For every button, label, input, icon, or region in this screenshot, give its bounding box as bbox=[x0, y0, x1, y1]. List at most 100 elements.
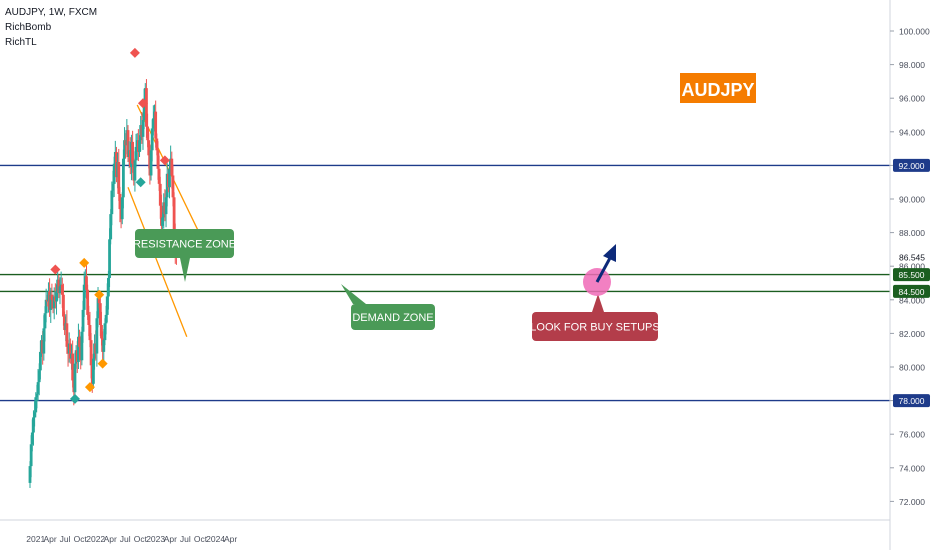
candle-body bbox=[30, 432, 34, 445]
candle bbox=[65, 310, 69, 354]
candle-body bbox=[55, 291, 58, 302]
candle-body bbox=[50, 294, 54, 300]
candle-body bbox=[104, 314, 108, 324]
candle-body bbox=[147, 140, 151, 156]
candle-body bbox=[145, 88, 148, 127]
candle-body bbox=[102, 340, 106, 352]
signal-marker-4 bbox=[84, 382, 95, 393]
candle bbox=[120, 192, 124, 225]
candle-body bbox=[154, 111, 158, 139]
candle-body bbox=[68, 343, 72, 359]
signal-marker-1 bbox=[50, 264, 61, 275]
audjpy-badge-box bbox=[680, 73, 756, 103]
audjpy-badge: AUDJPY bbox=[680, 73, 756, 103]
candle-body bbox=[151, 118, 155, 129]
candle bbox=[58, 277, 62, 305]
candle-body bbox=[109, 214, 113, 240]
signal-marker-3 bbox=[79, 257, 90, 268]
signal-marker-8 bbox=[135, 177, 146, 188]
level-price-label: 92.000 bbox=[899, 161, 925, 171]
candle bbox=[149, 145, 153, 181]
y-tick-label: 96.000 bbox=[899, 94, 925, 104]
candle-body bbox=[121, 158, 125, 198]
candle-body bbox=[160, 205, 163, 226]
x-tick-label: Apr bbox=[104, 534, 117, 544]
resistance-zone-callout-box bbox=[135, 229, 234, 258]
demand-zone-callout-box bbox=[351, 304, 435, 330]
candle-body bbox=[38, 351, 42, 371]
candle-body bbox=[43, 313, 47, 329]
candle-body bbox=[157, 168, 161, 184]
audjpy-badge-label: AUDJPY bbox=[681, 80, 754, 100]
buy-setups-callout: LOOK FOR BUY SETUPS bbox=[530, 294, 660, 341]
candle bbox=[44, 288, 48, 323]
buy-setups-callout-box bbox=[532, 312, 658, 341]
candle-body bbox=[49, 294, 53, 310]
x-tick-label: Jul bbox=[180, 534, 191, 544]
candle-body bbox=[87, 314, 91, 325]
level-price-bg bbox=[893, 284, 930, 298]
candle-body bbox=[156, 150, 160, 169]
candle-body bbox=[73, 363, 77, 393]
signal-marker-7 bbox=[129, 47, 140, 58]
x-tick-label: Jul bbox=[60, 534, 71, 544]
signal-marker-9 bbox=[137, 98, 148, 109]
signal-marker-11 bbox=[159, 155, 170, 166]
candle-body bbox=[58, 286, 62, 294]
candle-body bbox=[112, 163, 116, 184]
candle-body bbox=[82, 284, 86, 310]
y-tick-label: 94.000 bbox=[899, 127, 925, 137]
candle bbox=[95, 311, 99, 367]
x-tick-label: Jul bbox=[120, 534, 131, 544]
resistance-zone-callout: RESISTANCE ZONE bbox=[133, 229, 236, 282]
y-tick-label: 72.000 bbox=[899, 497, 925, 507]
y-tick-label: 80.000 bbox=[899, 363, 925, 373]
x-tick-label: Oct bbox=[74, 534, 88, 544]
y-tick-label: 98.000 bbox=[899, 60, 925, 70]
candle-body bbox=[77, 336, 80, 362]
candle-body bbox=[161, 217, 164, 226]
candle-body bbox=[96, 298, 100, 319]
y-tick-label: 76.000 bbox=[899, 430, 925, 440]
candle-body bbox=[142, 99, 146, 121]
y-tick-label: 74.000 bbox=[899, 463, 925, 473]
x-tick-label: 2023 bbox=[146, 534, 165, 544]
buy-setups-callout-label: LOOK FOR BUY SETUPS bbox=[530, 322, 659, 334]
candle-body bbox=[171, 175, 175, 198]
candle-body bbox=[44, 299, 48, 314]
indicator-richbomb[interactable]: RichBomb bbox=[5, 22, 52, 33]
candle-body bbox=[141, 120, 145, 137]
candle-body bbox=[34, 397, 38, 413]
candle-body bbox=[81, 309, 85, 332]
level-price-bg bbox=[893, 394, 930, 408]
candle-body bbox=[86, 289, 90, 315]
candle-body bbox=[118, 193, 122, 210]
x-tick-label: Apr bbox=[224, 534, 237, 544]
candle-body bbox=[108, 239, 111, 278]
candle-body bbox=[149, 150, 153, 176]
candle-body bbox=[33, 412, 37, 418]
candle bbox=[160, 194, 163, 235]
candle-body bbox=[60, 284, 64, 295]
level-price-label: 84.500 bbox=[899, 287, 925, 297]
y-tick-label: 86.000 bbox=[899, 262, 925, 272]
candle bbox=[68, 338, 72, 364]
candle-body bbox=[164, 197, 168, 215]
signal-marker-6 bbox=[97, 358, 108, 369]
candle-body bbox=[103, 323, 107, 341]
candle-body bbox=[100, 325, 103, 339]
indicator-richtl[interactable]: RichTL bbox=[5, 37, 37, 48]
buy-setups-callout-pointer bbox=[592, 294, 604, 312]
candle-body bbox=[42, 328, 46, 354]
demand-zone-callout: DEMAND ZONE bbox=[341, 284, 435, 330]
channel-line-2 bbox=[127, 187, 188, 337]
last-price-label: 86.545 bbox=[899, 253, 925, 263]
y-tick-label: 90.000 bbox=[899, 195, 925, 205]
candle-body bbox=[155, 138, 159, 151]
candle-body bbox=[168, 168, 171, 188]
candle-body bbox=[134, 146, 138, 161]
x-tick-label: 2024 bbox=[206, 534, 225, 544]
candle bbox=[80, 326, 84, 366]
